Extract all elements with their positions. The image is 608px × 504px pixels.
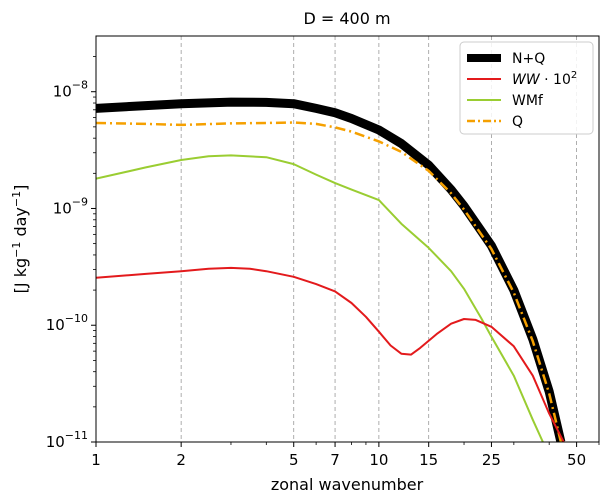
series-line-1	[96, 266, 565, 442]
y-tick-label: 10−9	[53, 195, 88, 217]
x-tick-label: 25	[482, 451, 501, 469]
y-tick-label: 10−10	[46, 312, 88, 334]
x-tick-label: 15	[419, 451, 438, 469]
y-axis-label-exp-2: −1	[10, 191, 23, 207]
y-axis-label-day: day	[11, 207, 30, 242]
x-tick-label: 7	[330, 451, 340, 469]
x-tick-label: 50	[567, 451, 586, 469]
legend-label: Q	[512, 114, 523, 130]
legend-label: WW · 102	[512, 70, 577, 88]
grid-lines	[180, 36, 578, 442]
y-tick-label: 10−8	[53, 79, 88, 101]
legend-label: N+Q	[512, 51, 545, 67]
y-axis-label: [J kg−1 day−1]	[10, 185, 30, 294]
chart-title: D = 400 m	[303, 9, 390, 28]
x-tick-label: 5	[289, 451, 299, 469]
series-line-3	[96, 121, 563, 442]
plot-area-frame	[95, 35, 600, 443]
x-tick-label: 10	[369, 451, 388, 469]
series-line-0	[96, 97, 566, 442]
y-axis-label-exp-1: −1	[10, 242, 23, 258]
y-axis-label-close: ]	[11, 185, 30, 191]
legend: N+Q WW · 102 WMf Q	[459, 41, 594, 135]
x-tick-label: 2	[176, 451, 186, 469]
x-tick-label: 1	[91, 451, 101, 469]
y-axis-label-unit: [J kg	[11, 258, 30, 293]
x-axis-label: zonal wavenumber	[271, 475, 424, 494]
legend-label: WMf	[512, 93, 544, 109]
y-tick-label: 10−11	[46, 429, 88, 451]
plot-series	[96, 97, 566, 442]
series-line-2	[96, 154, 544, 442]
legend-box	[459, 41, 594, 135]
